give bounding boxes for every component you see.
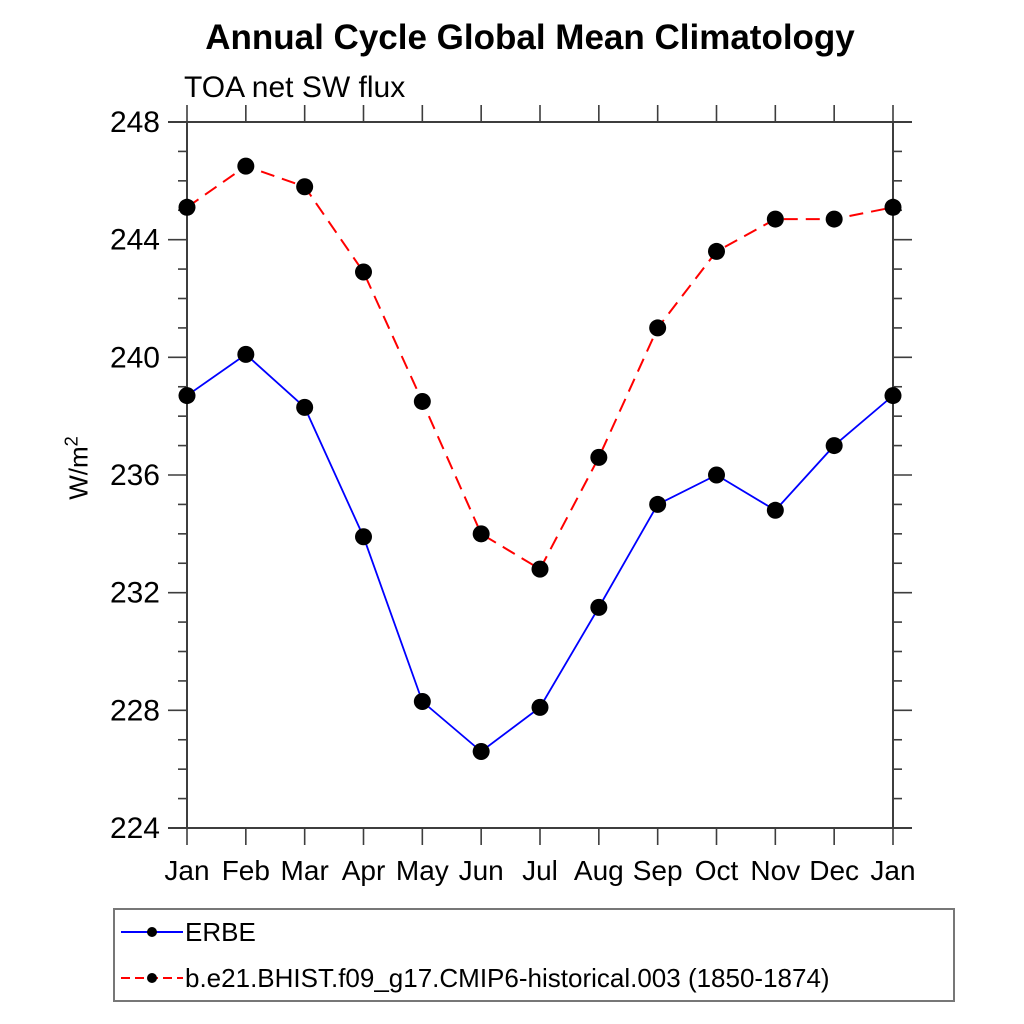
y-tick-label: 248 xyxy=(110,106,160,139)
legend-label-erbe: ERBE xyxy=(185,916,256,947)
y-tick-label: 240 xyxy=(110,341,160,374)
y-tick-label: 244 xyxy=(110,224,160,257)
data-point xyxy=(413,392,431,410)
x-tick-label: Aug xyxy=(574,855,624,886)
data-point xyxy=(708,242,725,260)
data-point xyxy=(531,560,549,578)
legend-label-model: b.e21.BHIST.f09_g17.CMIP6-historical.003… xyxy=(185,962,830,993)
x-tick-label: Jul xyxy=(522,855,558,886)
legend-box: ERBE b.e21.BHIST.f09_g17.CMIP6-historica… xyxy=(113,908,955,1002)
y-tick-label: 228 xyxy=(110,694,160,727)
data-point xyxy=(531,698,549,716)
data-point xyxy=(590,448,608,466)
data-point xyxy=(178,387,196,405)
x-tick-label: Jun xyxy=(459,855,504,886)
series-line-dashed xyxy=(186,165,894,571)
data-point xyxy=(472,525,490,543)
data-point xyxy=(884,198,902,216)
data-point xyxy=(296,178,314,196)
legend-line-sample-dashed xyxy=(121,973,183,983)
x-tick-label: Mar xyxy=(281,855,329,886)
x-tick-label: Feb xyxy=(222,855,270,886)
data-point xyxy=(237,345,255,363)
x-tick-label: Jan xyxy=(164,855,209,886)
data-point xyxy=(590,598,608,616)
legend-sample-marker xyxy=(147,927,157,937)
x-tick-label: Oct xyxy=(695,855,739,886)
x-tick-label: May xyxy=(396,855,449,886)
data-point xyxy=(355,263,372,281)
legend-line-sample-solid xyxy=(121,927,183,937)
legend-sample-marker xyxy=(147,973,157,983)
data-point xyxy=(766,210,784,228)
x-tick-label: Jan xyxy=(870,855,915,886)
y-tick-label: 232 xyxy=(110,577,160,610)
data-point xyxy=(766,501,784,519)
series-line-solid xyxy=(186,353,894,753)
x-tick-label: Nov xyxy=(750,855,800,886)
chart-subtitle: TOA net SW flux xyxy=(184,71,406,104)
data-point xyxy=(649,495,667,513)
x-tick-label: Dec xyxy=(809,855,859,886)
data-point xyxy=(237,157,255,175)
data-point xyxy=(178,198,196,216)
data-point xyxy=(825,437,843,455)
legend-item-erbe: ERBE xyxy=(119,913,953,951)
chart-title: Annual Cycle Global Mean Climatology xyxy=(205,18,855,57)
x-tick-label: Apr xyxy=(342,855,386,886)
data-point xyxy=(708,466,725,484)
data-point xyxy=(884,387,902,405)
data-point xyxy=(355,528,372,546)
legend-item-model: b.e21.BHIST.f09_g17.CMIP6-historical.003… xyxy=(119,959,953,997)
x-tick-label: Sep xyxy=(633,855,683,886)
data-point xyxy=(649,319,667,337)
data-point xyxy=(472,743,490,761)
data-point xyxy=(825,210,843,228)
data-point xyxy=(296,398,314,416)
data-point xyxy=(413,693,431,711)
y-tick-label: 236 xyxy=(110,459,160,492)
y-tick-label: 224 xyxy=(110,812,160,845)
